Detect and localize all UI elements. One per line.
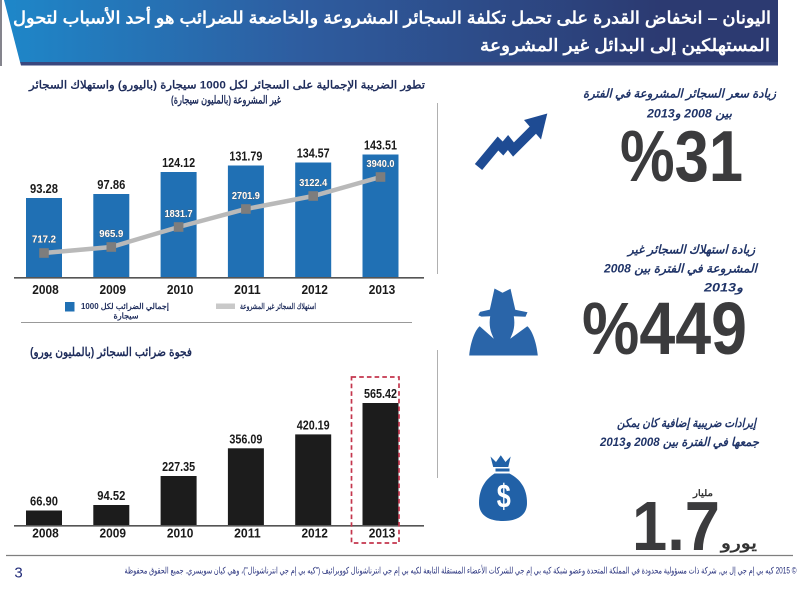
svg-text:2011: 2011 <box>234 527 261 541</box>
svg-text:زيادة استهلاك السجائر غير: زيادة استهلاك السجائر غير <box>626 243 756 258</box>
svg-text:66.90: 66.90 <box>30 494 58 509</box>
svg-text:227.35: 227.35 <box>162 459 195 474</box>
svg-text:2010: 2010 <box>167 283 194 297</box>
svg-text:اليونان – انخفاض القدرة على تح: اليونان – انخفاض القدرة على تحمل تكلفة ا… <box>13 6 771 29</box>
svg-text:3: 3 <box>14 565 22 582</box>
svg-text:124.12: 124.12 <box>162 155 195 170</box>
svg-text:مليار: مليار <box>692 488 713 499</box>
svg-text:‏© 2015 كيه بي إم جي إل بي, شر: ‏© 2015 كيه بي إم جي إل بي, شركة ذات مسؤ… <box>125 565 797 577</box>
svg-text:94.52: 94.52 <box>97 488 125 503</box>
svg-text:717.2: 717.2 <box>32 234 56 246</box>
svg-text:2010: 2010 <box>167 527 194 541</box>
svg-text:فجوة ضرائب السجائر (بالمليون ي: فجوة ضرائب السجائر (بالمليون يورو) <box>30 345 192 360</box>
svg-text:2008: 2008 <box>32 283 59 297</box>
svg-text:زيادة سعر السجائر المشروعة في: زيادة سعر السجائر المشروعة في الفترة <box>583 87 777 102</box>
svg-text:2009: 2009 <box>100 527 127 541</box>
svg-text:97.86: 97.86 <box>97 177 125 192</box>
svg-text:2009: 2009 <box>100 283 127 297</box>
svg-text:$: $ <box>497 478 511 515</box>
svg-text:تطور الضريبة الإجمالية على الس: تطور الضريبة الإجمالية على السجائر لكل 1… <box>28 80 425 93</box>
svg-text:2013: 2013 <box>369 527 396 541</box>
svg-text:جمعها في الفترة بين 2008 و2013: جمعها في الفترة بين 2008 و2013 <box>599 435 760 450</box>
svg-text:2012: 2012 <box>301 527 328 541</box>
svg-text:93.28: 93.28 <box>30 181 58 196</box>
svg-text:565.42: 565.42 <box>364 386 397 401</box>
svg-text:سيجارة: سيجارة <box>114 312 139 322</box>
svg-text:المشروعة في الفترة بين 2008: المشروعة في الفترة بين 2008 <box>603 262 759 277</box>
svg-text:2701.9: 2701.9 <box>232 190 260 202</box>
svg-text:420.19: 420.19 <box>297 417 330 432</box>
svg-text:965.9: 965.9 <box>99 228 123 240</box>
svg-text:غير المشروعة (بالمليون سيجارة): غير المشروعة (بالمليون سيجارة) <box>171 95 281 107</box>
svg-text:2008: 2008 <box>32 527 59 541</box>
svg-text:إيرادات ضريبية إضافية كان يمكن: إيرادات ضريبية إضافية كان يمكن <box>617 416 757 431</box>
svg-text:356.09: 356.09 <box>229 431 262 446</box>
svg-text:1.7: 1.7 <box>632 487 720 565</box>
svg-text:2011: 2011 <box>234 283 261 297</box>
svg-text:المستهلكين إلى البدائل غير الم: المستهلكين إلى البدائل غير المشروعة <box>480 36 770 56</box>
svg-text:3122.4: 3122.4 <box>299 177 327 189</box>
svg-text:143.51: 143.51 <box>364 138 397 153</box>
svg-text:و2013: و2013 <box>703 281 743 296</box>
svg-text:إجمالي الضرائب لكل 1000: إجمالي الضرائب لكل 1000 <box>81 302 169 312</box>
svg-text:‭%31‬: ‭%31‬ <box>620 117 743 197</box>
svg-text:2012: 2012 <box>301 283 328 297</box>
svg-text:2013: 2013 <box>369 283 396 297</box>
svg-text:يورو: يورو <box>720 536 758 554</box>
svg-text:بين 2008 و2013: بين 2008 و2013 <box>646 107 733 122</box>
svg-text:131.79: 131.79 <box>229 149 262 164</box>
svg-text:134.57: 134.57 <box>297 146 330 161</box>
svg-text:‭%449‬: ‭%449‬ <box>582 287 747 370</box>
svg-text:3940.0: 3940.0 <box>367 158 395 170</box>
svg-text:1831.7: 1831.7 <box>165 208 193 220</box>
svg-text:استهلاك السجائر غير المشروعة: استهلاك السجائر غير المشروعة <box>240 302 316 312</box>
